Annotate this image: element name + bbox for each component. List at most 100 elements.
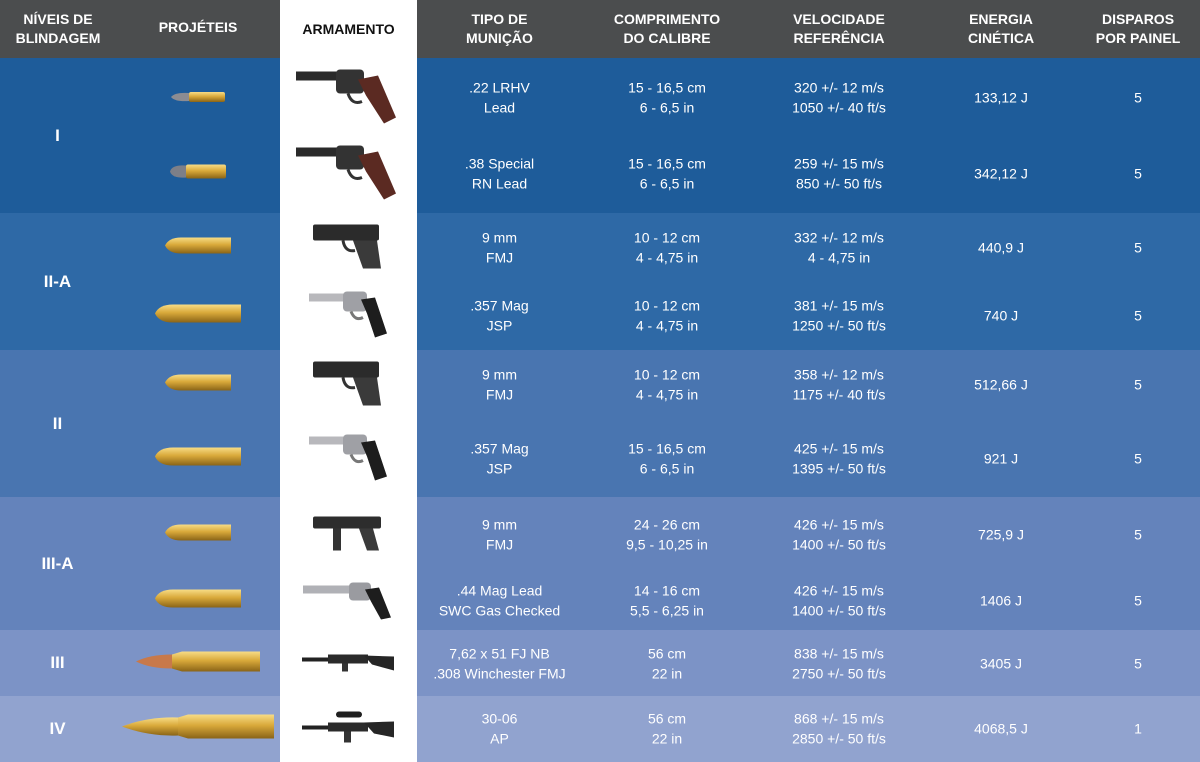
comprimento-cell-line2: 6 - 6,5 in	[639, 99, 695, 115]
velocidade-cell-line1: 868 +/- 15 m/s	[794, 710, 884, 727]
comprimento-cell-line1: 15 - 16,5 cm	[628, 440, 706, 457]
comprimento-cell-line1: 15 - 16,5 cm	[628, 155, 706, 172]
disparos-cell: 5	[1076, 654, 1200, 674]
magnum-revolver-icon	[309, 431, 387, 488]
tipo-municao-cell: 9 mm FMJ	[417, 366, 582, 405]
energia-cell-line1: 512,66 J	[974, 376, 1028, 393]
header-niveis-line1: NÍVEIS DE	[23, 11, 93, 27]
level-label: II-A	[43, 271, 72, 291]
tipo-municao-cell-line1: 30-06	[481, 710, 518, 727]
tipo-municao-cell-line2: JSP	[486, 317, 513, 333]
rifle-cartridge	[136, 651, 260, 677]
disparos-cell: 1	[1076, 719, 1200, 739]
header-disparos-line1: DISPAROS	[1101, 11, 1175, 27]
disparos-cell: 5	[1076, 591, 1200, 611]
rifle-icon	[302, 651, 394, 678]
tipo-municao-cell: 9 mm FMJ	[417, 516, 582, 555]
comprimento-cell-line2: 9,5 - 10,25 in	[626, 536, 708, 552]
velocidade-cell-line1: 320 +/- 12 m/s	[794, 79, 884, 96]
velocidade-cell-line2: 1400 +/- 50 ft/s	[792, 602, 886, 618]
energia-cell: 740 J	[926, 306, 1076, 326]
comprimento-cell: 15 - 16,5 cm 6 - 6,5 in	[582, 440, 752, 479]
tipo-municao-cell-line1: .357 Mag	[470, 297, 529, 314]
comprimento-cell: 24 - 26 cm 9,5 - 10,25 in	[582, 516, 752, 555]
level-band-III-A	[0, 497, 1200, 630]
energia-cell-line1: 921 J	[983, 450, 1019, 467]
header-comprimento: COMPRIMENTO DO CALIBRE	[582, 0, 752, 58]
tipo-municao-cell-line2: SWC Gas Checked	[438, 602, 561, 618]
disparos-cell: 5	[1076, 164, 1200, 184]
velocidade-cell-line2: 1050 +/- 40 ft/s	[792, 99, 886, 115]
energia-cell: 921 J	[926, 449, 1076, 469]
comprimento-cell-line2: 4 - 4,75 in	[635, 249, 699, 265]
header-energia: ENERGIA CINÉTICA	[926, 0, 1076, 58]
tipo-municao-cell-line1: 9 mm	[482, 366, 517, 383]
comprimento-cell-line1: 56 cm	[647, 645, 687, 662]
velocidade-cell-line2: 4 - 4,75 in	[807, 249, 871, 265]
header-energia-line1: ENERGIA	[969, 11, 1033, 27]
velocidade-cell-line1: 426 +/- 15 m/s	[794, 582, 884, 599]
energia-cell: 133,12 J	[926, 88, 1076, 108]
tipo-municao-cell-line1: 9 mm	[482, 516, 517, 533]
velocidade-cell-line2: 1400 +/- 50 ft/s	[792, 536, 886, 552]
level-label: III-A	[41, 553, 74, 573]
tipo-municao-cell: 30-06 AP	[417, 710, 582, 749]
energia-cell-line1: 3405 J	[979, 655, 1023, 672]
velocidade-cell: 381 +/- 15 m/s 1250 +/- 50 ft/s	[752, 297, 926, 336]
disparos-cell: 5	[1076, 449, 1200, 469]
velocidade-cell-line2: 1395 +/- 50 ft/s	[792, 460, 886, 476]
tipo-municao-cell: .38 Special RN Lead	[417, 155, 582, 194]
velocidade-cell-line1: 381 +/- 15 m/s	[794, 297, 884, 314]
comprimento-cell-line1: 24 - 26 cm	[633, 516, 701, 533]
pistol-icon	[313, 221, 383, 276]
comprimento-cell: 14 - 16 cm 5,5 - 6,25 in	[582, 582, 752, 621]
disparos-cell: 5	[1076, 525, 1200, 545]
tipo-municao-cell: .357 Mag JSP	[417, 297, 582, 336]
disparos-cell-line1: 5	[1134, 307, 1142, 324]
tipo-municao-cell: .44 Mag Lead SWC Gas Checked	[417, 582, 582, 621]
comprimento-cell: 10 - 12 cm 4 - 4,75 in	[582, 229, 752, 268]
9mm-fmj-bullet	[165, 374, 231, 396]
energia-cell-line1: 1406 J	[979, 592, 1023, 609]
357-mag-bullet	[155, 447, 241, 471]
header-velocidade: VELOCIDADE REFERÊNCIA	[752, 0, 926, 58]
comprimento-cell-line1: 56 cm	[647, 710, 687, 727]
velocidade-cell: 425 +/- 15 m/s 1395 +/- 50 ft/s	[752, 440, 926, 479]
tipo-municao-cell-line2: .308 Winchester FMJ	[433, 665, 566, 681]
energia-cell: 3405 J	[926, 654, 1076, 674]
comprimento-cell: 56 cm 22 in	[582, 645, 752, 684]
comprimento-cell-line2: 6 - 6,5 in	[639, 460, 695, 476]
comprimento-cell: 56 cm 22 in	[582, 710, 752, 749]
tipo-municao-cell-line1: 9 mm	[482, 229, 517, 246]
disparos-cell-line1: 5	[1134, 89, 1142, 106]
velocidade-cell: 358 +/- 12 m/s 1175 +/- 40 ft/s	[752, 366, 926, 405]
energia-cell-line1: 725,9 J	[978, 526, 1024, 543]
submachine-gun-icon	[313, 513, 383, 558]
disparos-cell-line1: 5	[1134, 655, 1142, 672]
tipo-municao-cell: .357 Mag JSP	[417, 440, 582, 479]
tipo-municao-cell-line2: Lead	[483, 99, 516, 115]
header-tipo-line1: TIPO DE	[471, 11, 528, 27]
velocidade-cell: 332 +/- 12 m/s 4 - 4,75 in	[752, 229, 926, 268]
level-label: III	[50, 653, 65, 672]
tipo-municao-cell-line1: .22 LRHV	[469, 79, 530, 96]
velocidade-cell-line1: 426 +/- 15 m/s	[794, 516, 884, 533]
level-label: II	[52, 413, 63, 433]
header-armamento-label: ARMAMENTO	[302, 21, 395, 37]
9mm-fmj-bullet	[165, 524, 231, 546]
disparos-cell-line1: 5	[1134, 376, 1142, 393]
header-projeteis: PROJÉTEIS	[116, 0, 280, 58]
velocidade-cell: 426 +/- 15 m/s 1400 +/- 50 ft/s	[752, 582, 926, 621]
disparos-cell-line1: 5	[1134, 592, 1142, 609]
level-label: I	[55, 125, 60, 145]
header-velocidade-line1: VELOCIDADE	[793, 11, 885, 27]
scoped-rifle-icon	[302, 710, 394, 749]
velocidade-cell: 259 +/- 15 m/s 850 +/- 50 ft/s	[752, 155, 926, 194]
44-mag-bullet	[155, 589, 241, 613]
energia-cell: 440,9 J	[926, 238, 1076, 258]
small-lead-bullet	[171, 89, 225, 107]
velocidade-cell-line2: 2850 +/- 50 ft/s	[792, 730, 886, 746]
tipo-municao-cell: 9 mm FMJ	[417, 229, 582, 268]
ap-rifle-cartridge	[122, 714, 274, 744]
tipo-municao-cell-line1: 7,62 x 51 FJ NB	[449, 645, 550, 662]
